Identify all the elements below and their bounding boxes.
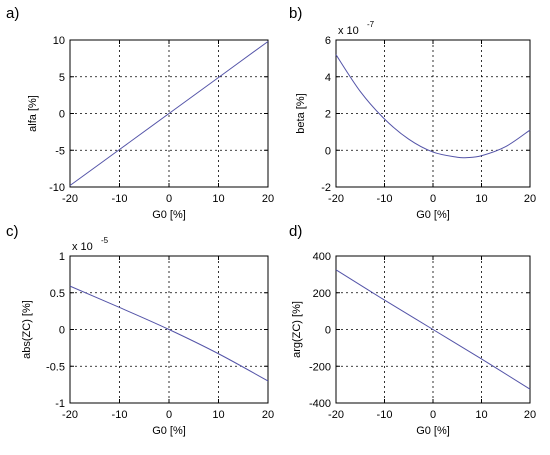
axis-multiplier-exponent: -7 (367, 20, 375, 29)
panel-label: d) (289, 223, 302, 240)
plot-frame (69, 255, 269, 404)
panel-3: -20 -10 0 10 20 -1 -0.5 0 0.5 1 G0 [%] abs(ZC) [%] c… (6, 223, 274, 437)
x-tick-label: 20 (524, 409, 536, 421)
y-tick-label: 0 (59, 109, 65, 121)
x-axis-label: G0 [%] (152, 425, 186, 437)
plot-frame (335, 39, 531, 188)
plot-frame (69, 39, 269, 188)
x-tick-label: 20 (262, 409, 274, 421)
y-tick-label: 200 (313, 288, 331, 300)
y-axis-label: abs(ZC) [%] (21, 300, 33, 359)
series-line (335, 54, 531, 159)
x-tick-label: 10 (212, 409, 224, 421)
y-tick-label: -10 (49, 182, 65, 194)
y-axis-label: alfa [%] (27, 95, 39, 132)
series-line (335, 269, 531, 390)
y-tick-label: 10 (53, 35, 65, 47)
y-tick-label: 0 (325, 325, 331, 337)
panel-label: c) (6, 223, 19, 240)
series-line (69, 41, 269, 186)
x-tick-label: 10 (212, 193, 224, 205)
panel-4: -20 -10 0 10 20 -400 -200 0 200 400 G0 [%] arg(ZC) … (289, 223, 536, 437)
y-tick-label: -400 (309, 398, 331, 410)
x-tick-label: -20 (62, 409, 78, 421)
panel-label: a) (6, 5, 19, 22)
x-tick-label: -10 (112, 409, 128, 421)
x-tick-label: 20 (524, 193, 536, 205)
x-axis-label: G0 [%] (416, 209, 450, 221)
y-tick-label: 4 (325, 72, 331, 84)
axis-multiplier-exponent: -5 (101, 236, 109, 245)
y-tick-label: 0 (59, 325, 65, 337)
x-axis-label: G0 [%] (416, 425, 450, 437)
y-axis-label: beta [%] (295, 93, 307, 133)
x-tick-label: -10 (112, 193, 128, 205)
x-tick-label: -20 (328, 193, 344, 205)
series-line (69, 285, 269, 382)
y-tick-label: -1 (55, 398, 65, 410)
x-tick-label: 0 (430, 409, 436, 421)
y-tick-label: -5 (55, 145, 65, 157)
axis-multiplier: x 10 (338, 25, 359, 37)
plot-frame (335, 255, 531, 404)
axis-multiplier: x 10 (72, 241, 93, 253)
y-tick-label: 5 (59, 72, 65, 84)
x-tick-label: 20 (262, 193, 274, 205)
y-tick-label: 0.5 (50, 288, 65, 300)
x-tick-label: 0 (166, 193, 172, 205)
y-tick-label: 2 (325, 109, 331, 121)
x-tick-label: 0 (430, 193, 436, 205)
x-tick-label: 10 (475, 193, 487, 205)
x-tick-label: -10 (377, 409, 393, 421)
y-tick-label: -0.5 (46, 361, 65, 373)
x-axis-label: G0 [%] (152, 209, 186, 221)
y-tick-label: 400 (313, 251, 331, 263)
x-tick-label: 0 (166, 409, 172, 421)
y-tick-label: 1 (59, 251, 65, 263)
y-tick-label: 6 (325, 35, 331, 47)
x-tick-label: 10 (475, 409, 487, 421)
x-tick-label: -10 (377, 193, 393, 205)
y-tick-label: -2 (321, 182, 331, 194)
y-axis-label: arg(ZC) [%] (291, 301, 303, 358)
x-tick-label: -20 (328, 409, 344, 421)
x-tick-label: -20 (62, 193, 78, 205)
y-tick-label: 0 (325, 145, 331, 157)
y-tick-label: -200 (309, 361, 331, 373)
panel-label: b) (289, 5, 302, 22)
